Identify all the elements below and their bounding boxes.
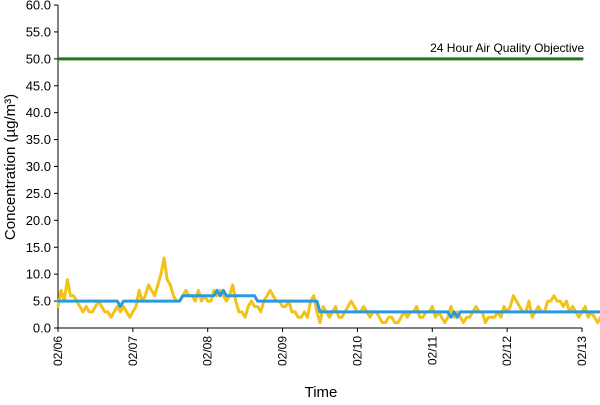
y-tick-label: 20.0 xyxy=(26,213,51,228)
x-axis-title: Time xyxy=(305,384,338,400)
x-tick-label: 02/12 xyxy=(500,336,514,366)
series-line-1 xyxy=(56,256,600,325)
x-tick-label: 02/13 xyxy=(575,336,589,366)
y-tick-label: 35.0 xyxy=(26,132,51,147)
series-line-2 xyxy=(56,288,600,319)
x-tick-label: 02/09 xyxy=(276,336,290,366)
x-axis-ticks: 02/06 02/07 02/08 02/09 02/10 02/11 02/12 02/13 xyxy=(51,328,589,366)
y-tick-label: 60.0 xyxy=(26,0,51,13)
y-tick-label: 10.0 xyxy=(26,267,51,282)
y-tick-label: 5.0 xyxy=(33,294,51,309)
x-tick-label: 02/06 xyxy=(51,336,65,366)
x-tick-label: 02/07 xyxy=(126,336,140,366)
objective-annotation: 24 Hour Air Quality Objective xyxy=(430,41,584,55)
x-tick-label: 02/10 xyxy=(350,336,364,366)
y-tick-label: 0.0 xyxy=(33,321,51,336)
y-tick-label: 55.0 xyxy=(26,24,51,39)
x-tick-label: 02/08 xyxy=(201,336,215,366)
y-tick-label: 40.0 xyxy=(26,105,51,120)
y-tick-label: 50.0 xyxy=(26,51,51,66)
y-axis-title: Concentration (µg/m³) xyxy=(2,94,19,240)
y-tick-label: 15.0 xyxy=(26,240,51,255)
y-tick-label: 45.0 xyxy=(26,78,51,93)
annotations: 24 Hour Air Quality Objective xyxy=(430,41,584,55)
series-lines xyxy=(56,57,600,325)
y-tick-label: 30.0 xyxy=(26,159,51,174)
x-tick-label: 02/11 xyxy=(425,336,439,365)
y-tick-label: 25.0 xyxy=(26,186,51,201)
y-axis-ticks: 0.0 5.0 10.0 15.0 20.0 25.0 30.0 35.0 40.0 45.0 50… xyxy=(26,0,58,336)
